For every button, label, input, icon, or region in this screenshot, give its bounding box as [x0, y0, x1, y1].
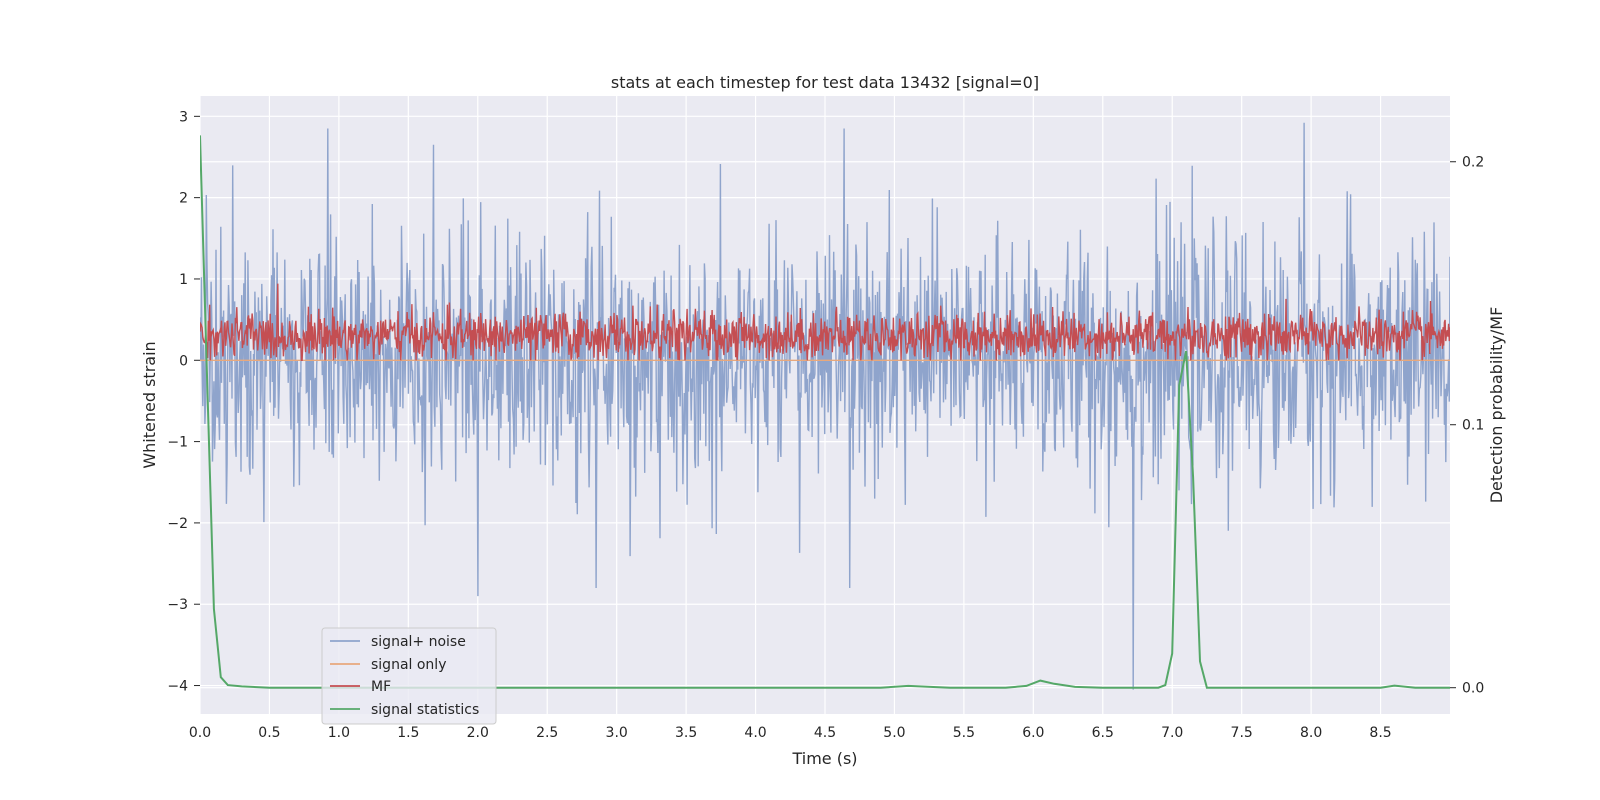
y-ticks: 3 2 1 0 −1 −2 −3 −4: [167, 109, 200, 695]
y-tick-label: −1: [167, 435, 188, 451]
y-tick-label: 0: [179, 353, 188, 369]
legend-label-mf: MF: [371, 679, 391, 695]
x-tick-label: 2.5: [536, 725, 558, 741]
x-tick-label: 2.0: [467, 725, 489, 741]
y-tick-label: 1: [179, 272, 188, 288]
x-tick-label: 3.5: [675, 725, 697, 741]
y-tick-label: −2: [167, 516, 188, 532]
y2-tick-label: 0.2: [1462, 155, 1484, 171]
legend-label-signal-only: signal only: [371, 657, 446, 673]
chart-title: stats at each timestep for test data 134…: [611, 73, 1039, 92]
series-line-mf: [200, 283, 1450, 361]
y-tick-label: 2: [179, 191, 188, 207]
series-line-signal-statistics: [200, 135, 1450, 689]
y2-ticks: 0.2 0.1 0.0: [1450, 155, 1484, 697]
x-tick-label: 1.0: [328, 725, 350, 741]
legend: signal+ noise signal only MF signal stat…: [321, 627, 497, 725]
x-tick-label: 3.0: [606, 725, 628, 741]
x-tick-label: 5.5: [953, 725, 975, 741]
y2-tick-label: 0.1: [1462, 418, 1484, 434]
y-tick-label: −3: [167, 597, 188, 613]
x-tick-label: 8.5: [1369, 725, 1391, 741]
x-tick-label: 4.5: [814, 725, 836, 741]
x-tick-label: 7.0: [1161, 725, 1183, 741]
x-tick-label: 6.0: [1022, 725, 1044, 741]
x-tick-label: 0.5: [258, 725, 280, 741]
x-tick-label: 7.5: [1231, 725, 1253, 741]
x-axis-label: Time (s): [791, 749, 857, 768]
x-tick-label: 4.0: [744, 725, 766, 741]
legend-box: [321, 627, 497, 725]
x-tick-label: 1.5: [397, 725, 419, 741]
x-tick-label: 0.0: [189, 725, 211, 741]
y-axis-label: Whitened strain: [140, 341, 159, 468]
y2-axis-label: Detection probability/MF: [1487, 307, 1506, 504]
legend-label-signal-statistics: signal statistics: [371, 702, 479, 718]
y-tick-label: 3: [179, 109, 188, 125]
x-tick-label: 5.0: [883, 725, 905, 741]
series-layer: [200, 122, 1450, 690]
y2-tick-label: 0.0: [1462, 681, 1484, 697]
y-tick-label: −4: [167, 679, 188, 695]
legend-label-signal-noise: signal+ noise: [371, 634, 466, 650]
x-tick-label: 8.0: [1300, 725, 1322, 741]
x-ticks: 0.0 0.5 1.0 1.5 2.0 2.5 3.0 3.5 4.0 4.5 5.0 5.5 6.0 6…: [189, 725, 1392, 741]
x-tick-label: 6.5: [1092, 725, 1114, 741]
